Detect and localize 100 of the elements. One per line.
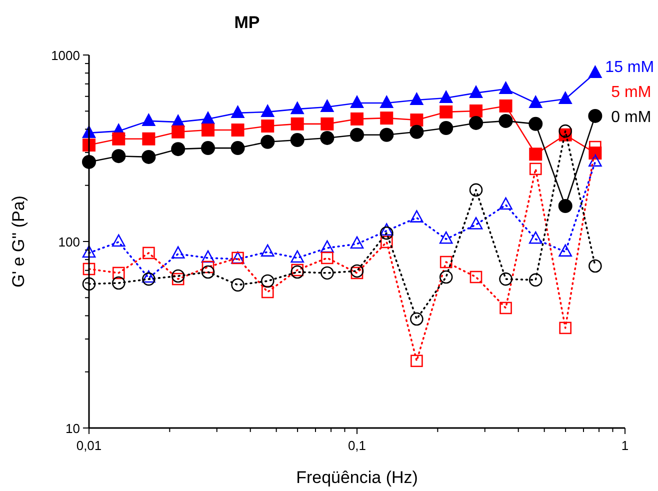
point — [380, 112, 394, 125]
point — [439, 270, 453, 284]
point — [499, 99, 512, 112]
point — [439, 121, 454, 136]
point — [320, 130, 334, 145]
point — [528, 273, 542, 287]
point — [112, 149, 126, 164]
point — [171, 246, 185, 259]
point — [529, 162, 542, 176]
point — [439, 231, 453, 244]
point — [380, 236, 393, 248]
point — [440, 105, 453, 118]
point — [410, 354, 423, 368]
point — [82, 277, 96, 291]
point — [112, 234, 126, 247]
point — [290, 101, 304, 114]
point — [588, 154, 602, 167]
point — [498, 81, 513, 94]
point — [142, 270, 156, 283]
point — [202, 260, 214, 274]
point — [559, 322, 572, 334]
series-label: 15 mM — [605, 58, 654, 76]
point — [172, 272, 184, 286]
point — [500, 302, 512, 314]
point — [558, 244, 572, 257]
point — [260, 274, 274, 288]
point — [231, 278, 244, 292]
y-axis-title: G' e G'' (Pa) — [9, 196, 28, 288]
point — [291, 264, 304, 276]
point — [320, 266, 334, 280]
point — [171, 269, 185, 283]
point — [440, 256, 452, 268]
y-tick-label: 10 — [66, 421, 80, 436]
point — [82, 245, 96, 258]
point — [469, 217, 483, 230]
point — [142, 132, 156, 146]
x-tick-label: 0,1 — [348, 438, 366, 453]
point — [230, 141, 245, 156]
point — [260, 134, 275, 149]
point — [558, 124, 572, 138]
point — [201, 250, 215, 263]
point — [112, 276, 126, 290]
point — [588, 108, 602, 123]
point — [290, 117, 304, 130]
point — [82, 262, 96, 276]
point — [528, 231, 542, 244]
point — [350, 94, 364, 108]
point — [439, 90, 454, 104]
point — [142, 150, 156, 164]
x-tick-label: 1 — [621, 438, 629, 453]
point — [528, 116, 543, 131]
point — [380, 94, 394, 108]
text: 5 mM — [611, 84, 652, 101]
point — [201, 110, 216, 124]
point — [290, 265, 304, 279]
point — [498, 114, 513, 128]
point — [320, 240, 334, 253]
point — [469, 183, 483, 197]
point — [261, 120, 274, 133]
point — [470, 270, 482, 284]
point — [410, 210, 424, 222]
point — [558, 199, 572, 214]
y-tick-label: 100 — [58, 234, 80, 250]
x-tick-label: 0,01 — [76, 438, 102, 453]
x-axis-title: Freqüência (Hz) — [296, 468, 418, 487]
point — [320, 99, 334, 112]
point — [529, 148, 542, 161]
point — [350, 128, 364, 142]
y-tick-label: 1000 — [51, 48, 80, 63]
point — [142, 112, 156, 126]
point — [469, 84, 484, 98]
point — [410, 114, 424, 127]
point — [410, 92, 424, 105]
point — [499, 272, 512, 286]
point — [290, 250, 304, 263]
point — [410, 312, 424, 326]
point — [290, 133, 304, 148]
point — [350, 112, 364, 126]
point — [588, 259, 602, 273]
point — [380, 226, 394, 240]
point — [380, 223, 394, 236]
point — [528, 94, 543, 108]
point — [171, 142, 186, 156]
point — [350, 236, 364, 249]
point — [350, 264, 364, 278]
point — [261, 286, 274, 298]
point — [260, 244, 274, 257]
point — [321, 252, 334, 264]
point — [558, 90, 572, 104]
point — [202, 124, 215, 137]
series-label: 0 mM — [611, 108, 652, 126]
point — [112, 132, 126, 146]
chart-title: MP — [234, 13, 260, 32]
point — [588, 64, 602, 78]
point — [469, 116, 484, 130]
point — [201, 265, 215, 279]
point — [230, 104, 245, 118]
point — [260, 104, 275, 117]
point — [350, 266, 364, 280]
point — [142, 246, 155, 260]
